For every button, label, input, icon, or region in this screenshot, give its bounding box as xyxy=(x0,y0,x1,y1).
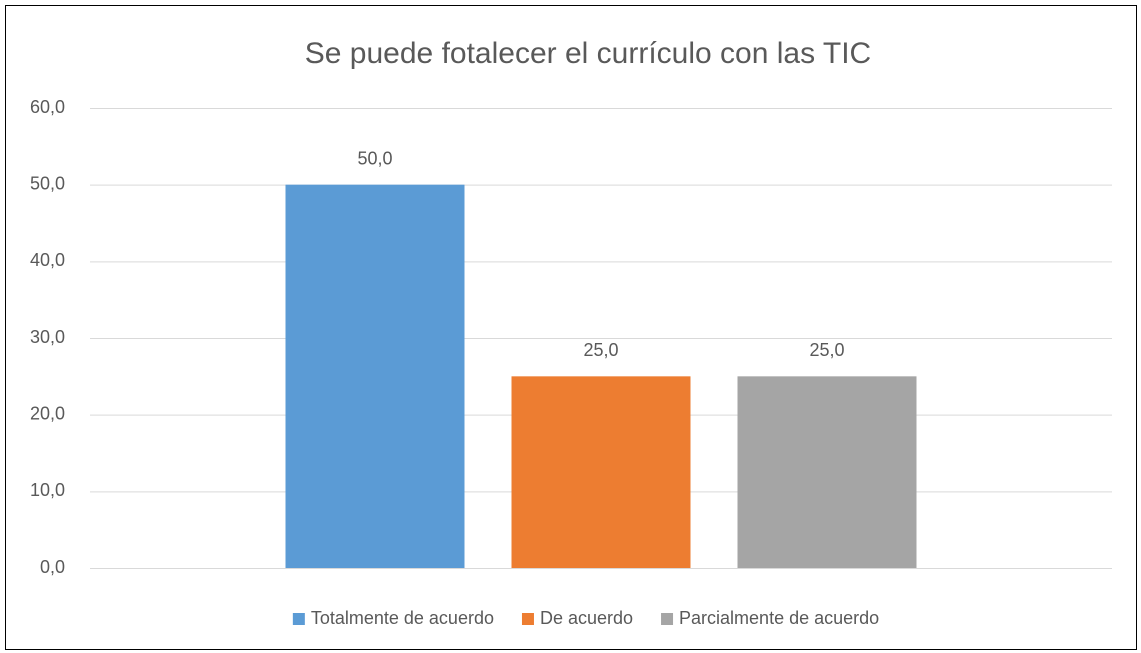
y-tick-label: 40,0 xyxy=(30,250,65,270)
legend-label: De acuerdo xyxy=(540,608,633,628)
y-tick-label: 50,0 xyxy=(30,173,65,193)
chart-title: Se puede fotalecer el currículo con las … xyxy=(305,37,871,70)
legend-label: Parcialmente de acuerdo xyxy=(679,608,879,628)
y-tick-label: 20,0 xyxy=(30,403,65,423)
legend-label: Totalmente de acuerdo xyxy=(311,608,494,628)
data-label: 50,0 xyxy=(357,148,392,168)
bar xyxy=(285,184,465,568)
legend-swatch xyxy=(521,613,534,625)
legend-swatch xyxy=(292,613,305,625)
y-tick-label: 10,0 xyxy=(30,480,65,500)
y-tick-label: 0,0 xyxy=(40,557,65,577)
data-label: 25,0 xyxy=(583,340,618,360)
data-label: 25,0 xyxy=(809,340,844,360)
bar xyxy=(737,376,917,568)
legend-swatch xyxy=(661,613,674,625)
bar xyxy=(511,376,691,568)
y-tick-label: 30,0 xyxy=(30,327,65,347)
y-tick-label: 60,0 xyxy=(30,97,65,117)
